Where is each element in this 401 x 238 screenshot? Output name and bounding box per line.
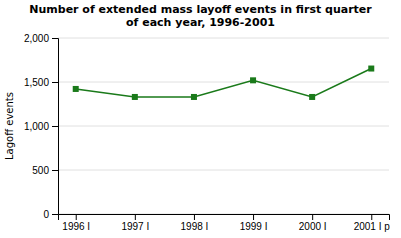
- title: Number of extended mass layoff events in…: [29, 3, 372, 29]
- y-tick-label: 2,000: [24, 33, 49, 44]
- y-tick-label: 0: [43, 209, 49, 220]
- grid: [58, 38, 389, 214]
- y-tick: 1,500: [24, 77, 58, 88]
- x-tick-mark: [253, 214, 254, 220]
- y-tick-mark: [52, 82, 58, 83]
- chart: Number of extended mass layoff events in…: [0, 0, 401, 238]
- x-axis-line: [59, 215, 390, 221]
- grid-line: [58, 170, 389, 171]
- x-tick-label: 1997 I: [121, 221, 149, 232]
- grid-line: [58, 38, 389, 39]
- marker: [73, 86, 79, 92]
- x-tick: 1999 I: [240, 214, 268, 232]
- x-tick-label: 1996 I: [62, 221, 90, 232]
- marker: [191, 94, 197, 100]
- marker: [309, 94, 315, 100]
- y-tick: 2,000: [24, 33, 58, 44]
- y-axis-label: Lagoff events: [4, 92, 15, 160]
- y-tick-mark: [52, 214, 58, 215]
- y-tick: 500: [32, 165, 58, 176]
- y-tick-label: 1,500: [24, 77, 49, 88]
- y-tick-label: 1,000: [24, 121, 49, 132]
- x-tick: 2000 I: [299, 214, 327, 232]
- x-tick: 1998 I: [181, 214, 209, 232]
- x-tick-label: 2000 I: [299, 221, 327, 232]
- grid-line: [58, 126, 389, 127]
- x-tick-mark: [371, 214, 372, 220]
- x-tick: 1996 I: [62, 214, 90, 232]
- x-tick-mark: [76, 214, 77, 220]
- x-axis: 1996 I 1997 I 1998 I 1999 I 2000 I 2001 I p: [59, 214, 391, 232]
- x-tick: 2001 I p: [354, 214, 391, 232]
- x-tick-label: 1998 I: [181, 221, 209, 232]
- x-tick-label: 2001 I p: [354, 221, 391, 232]
- plot-area: 05001,0001,5002,0001996 I1997 I1998 I199…: [24, 33, 390, 232]
- y-axis: 0 500 1,000 1,500 2,000: [24, 33, 59, 220]
- y-tick-label: 500: [32, 165, 49, 176]
- marker: [250, 77, 256, 83]
- y-tick: 1,000: [24, 121, 58, 132]
- x-tick-label: 1999 I: [240, 221, 268, 232]
- y-tick: 0: [43, 209, 58, 220]
- line: [76, 69, 372, 97]
- y-tick-mark: [52, 170, 58, 171]
- y-tick-mark: [52, 126, 58, 127]
- x-tick-mark: [312, 214, 313, 220]
- grid-line: [58, 82, 389, 83]
- x-tick-mark: [194, 214, 195, 220]
- marker: [132, 94, 138, 100]
- marker: [368, 66, 374, 72]
- x-tick: 1997 I: [121, 214, 149, 232]
- x-tick-mark: [135, 214, 136, 220]
- y-axis-line: [52, 39, 59, 215]
- series: [73, 66, 375, 100]
- y-tick-mark: [52, 38, 58, 39]
